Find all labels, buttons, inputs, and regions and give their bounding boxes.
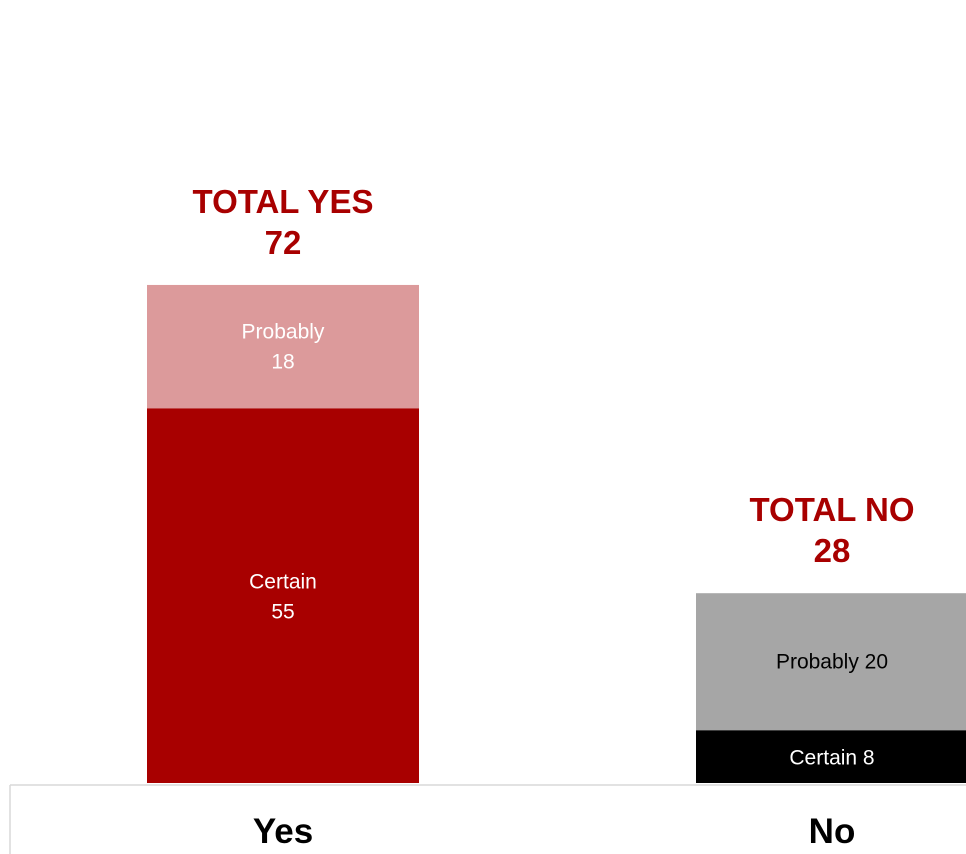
total-value-yes: 72: [265, 224, 302, 261]
segment-label-yes-0-1: Probably: [242, 321, 325, 344]
total-value-no: 28: [814, 532, 851, 569]
segment-label-yes-0-0: Certain: [249, 571, 317, 594]
bar-segment-no-certain: [696, 730, 966, 783]
bars-layer: [147, 284, 966, 783]
bar-segment-yes-probably: [147, 284, 419, 409]
segment-label-yes-1-0: 55: [271, 601, 294, 624]
total-title-no: TOTAL NO: [750, 491, 915, 528]
segment-label-no-0-0: Certain 8: [789, 747, 874, 770]
labels-layer: Certain 55 Probably 18 TOTAL YES 72 Yes Certain…: [193, 183, 915, 851]
category-label-no: No: [809, 812, 856, 851]
segment-label-no-0-1: Probably 20: [776, 651, 888, 674]
bar-segment-no-probably: [696, 593, 966, 731]
segment-label-yes-1-1: 18: [271, 351, 294, 374]
category-label-yes: Yes: [253, 812, 313, 851]
bar-segment-yes-certain: [147, 408, 419, 783]
axis-layer: [9, 784, 966, 854]
total-title-yes: TOTAL YES: [193, 183, 374, 220]
